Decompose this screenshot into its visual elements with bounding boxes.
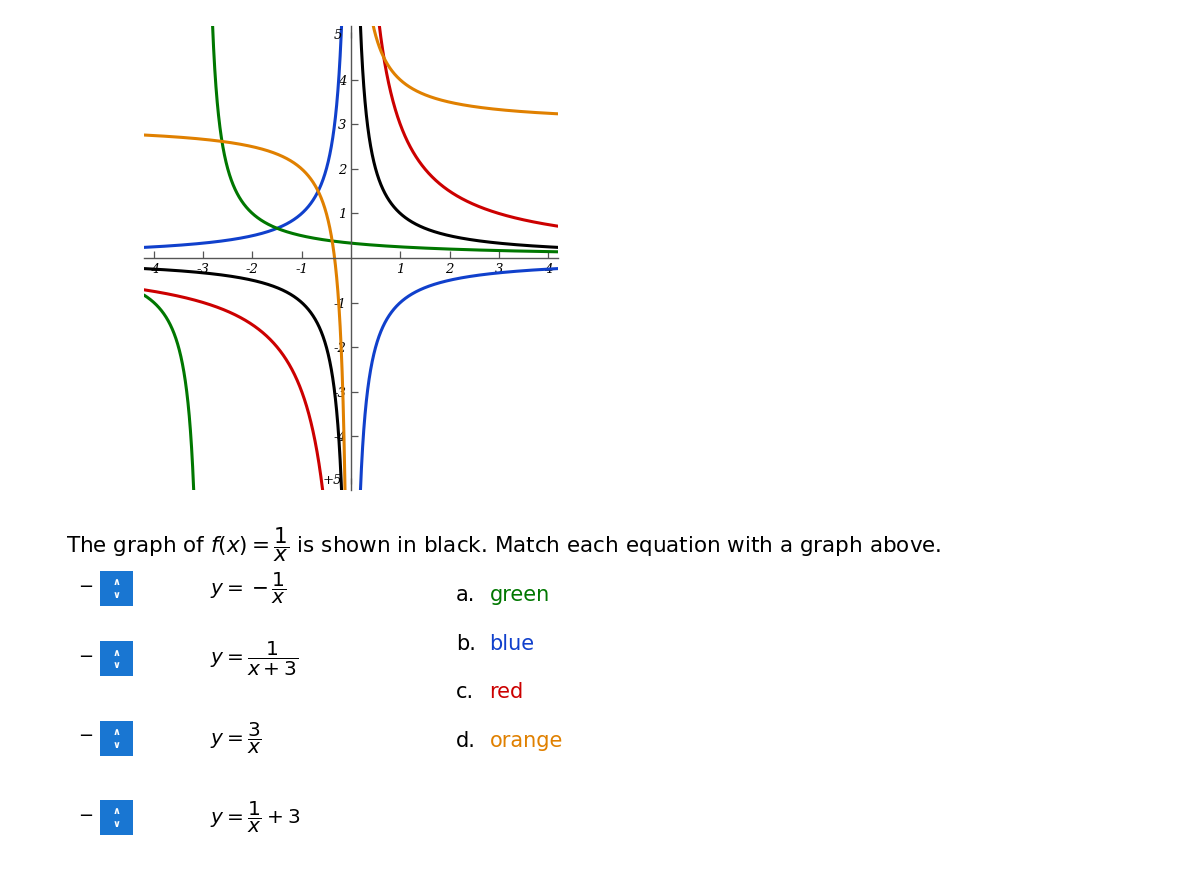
- Text: d.: d.: [456, 731, 476, 751]
- Text: green: green: [490, 586, 550, 605]
- Text: ∨: ∨: [113, 740, 120, 750]
- Text: −: −: [78, 648, 94, 666]
- Text: blue: blue: [490, 634, 535, 654]
- Text: ∨: ∨: [113, 661, 120, 670]
- Text: a.: a.: [456, 586, 475, 605]
- Text: c.: c.: [456, 683, 474, 702]
- Text: −: −: [78, 807, 94, 825]
- Text: ∨: ∨: [113, 590, 120, 600]
- Text: 5: 5: [334, 29, 342, 41]
- Text: ∧: ∧: [113, 806, 120, 816]
- Text: $y = -\dfrac{1}{x}$: $y = -\dfrac{1}{x}$: [210, 571, 287, 606]
- Text: −: −: [78, 728, 94, 745]
- Text: b.: b.: [456, 634, 476, 654]
- Text: ∧: ∧: [113, 577, 120, 587]
- Text: $y = \dfrac{3}{x}$: $y = \dfrac{3}{x}$: [210, 721, 262, 756]
- Text: ∧: ∧: [113, 727, 120, 736]
- Text: $y = \dfrac{1}{x+3}$: $y = \dfrac{1}{x+3}$: [210, 639, 299, 678]
- Text: −: −: [78, 578, 94, 595]
- Text: The graph of $f(x) = \dfrac{1}{x}$ is shown in black. Match each equation with a: The graph of $f(x) = \dfrac{1}{x}$ is sh…: [66, 525, 942, 564]
- Text: +5: +5: [323, 475, 342, 487]
- Text: orange: orange: [490, 731, 563, 751]
- Text: $y = \dfrac{1}{x} + 3$: $y = \dfrac{1}{x} + 3$: [210, 800, 300, 835]
- Text: ∨: ∨: [113, 819, 120, 829]
- Text: red: red: [490, 683, 524, 702]
- Text: ∧: ∧: [113, 647, 120, 657]
